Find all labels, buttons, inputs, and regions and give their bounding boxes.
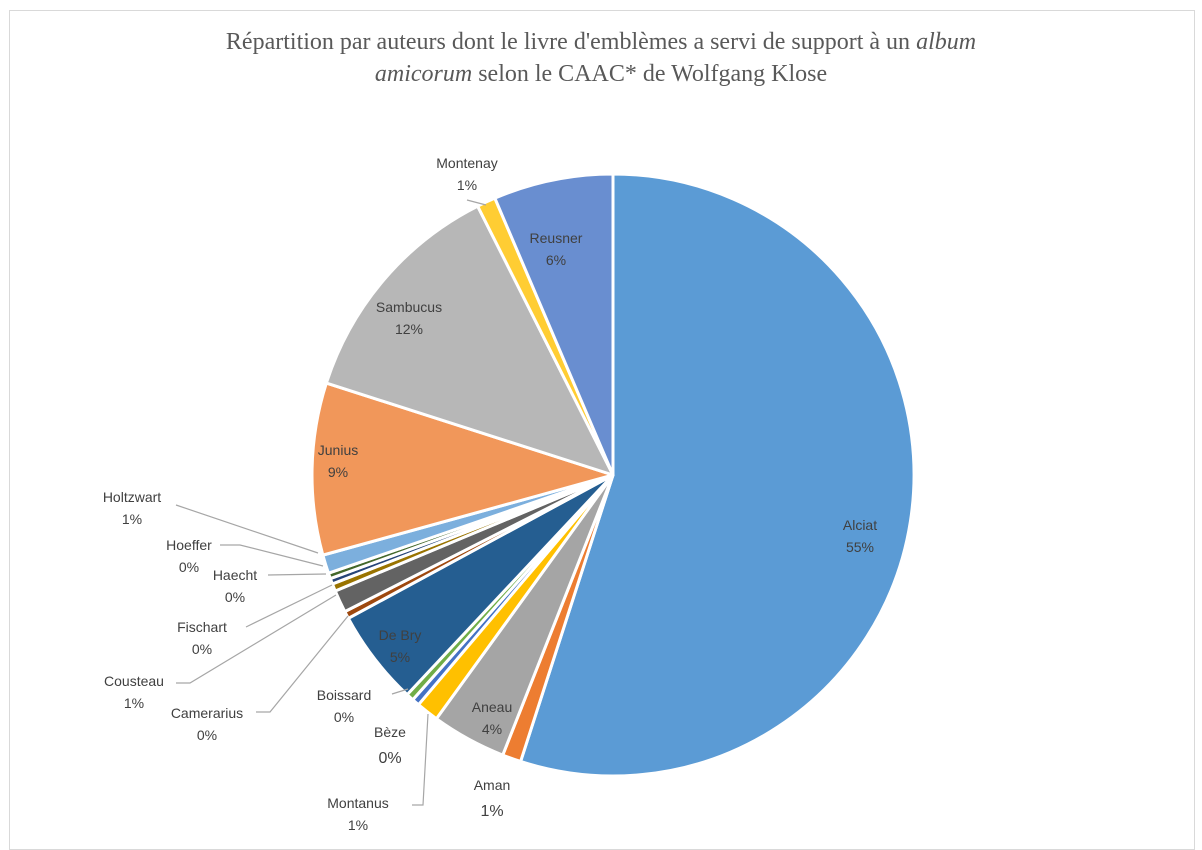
slice-label-de-bry: De Bry <box>379 627 422 643</box>
slice-label-sambucus: Sambucus <box>376 299 442 315</box>
pie-slices <box>310 172 916 778</box>
leader-lines <box>175 199 487 806</box>
leader-line-boissard <box>391 688 409 695</box>
slice-percent-cousteau: 1% <box>124 695 144 711</box>
leader-line-montenay <box>466 199 487 206</box>
slice-percent-alciat: 55% <box>846 539 874 555</box>
slice-label-camerarius: Camerarius <box>171 705 243 721</box>
slice-percent-sambucus: 12% <box>395 321 423 337</box>
leader-line-montanus <box>412 713 429 806</box>
slice-percent-beze: 0% <box>378 750 401 767</box>
slice-percent-aman: 1% <box>480 803 503 820</box>
slice-label-boissard: Boissard <box>317 687 371 703</box>
slice-label-cousteau: Cousteau <box>104 673 164 689</box>
leader-line-holtzwart <box>175 504 319 554</box>
pie-slice-reusner <box>493 172 615 477</box>
slice-percent-holtzwart: 1% <box>122 511 142 527</box>
chart-title: Répartition par auteurs dont le livre d'… <box>225 29 977 87</box>
slice-percent-hoeffer: 0% <box>179 559 199 575</box>
slice-percent-montenay: 1% <box>457 177 477 193</box>
slice-label-aneau: Aneau <box>472 699 512 715</box>
slice-label-montenay: Montenay <box>436 155 497 171</box>
slice-percent-aneau: 4% <box>482 721 502 737</box>
slice-label-aman: Aman <box>474 777 511 793</box>
pie-slice-sambucus <box>324 204 615 477</box>
slice-label-montanus: Montanus <box>327 795 388 811</box>
leader-line-fischart <box>245 584 333 628</box>
slice-percent-haecht: 0% <box>225 589 245 605</box>
leader-line-haecht <box>267 573 327 576</box>
leader-line-camerarius <box>256 615 349 713</box>
slice-percent-montanus: 1% <box>348 817 368 833</box>
slice-label-alciat: Alciat <box>843 517 877 533</box>
slice-percent-fischart: 0% <box>192 641 212 657</box>
leader-line-cousteau <box>176 594 337 684</box>
slice-labels: Alciat 55% Aman 1% Aneau 4% Montanus 1% Bèze 0% Bo… <box>103 155 877 833</box>
slice-percent-camerarius: 0% <box>197 727 217 743</box>
slice-label-haecht: Haecht <box>213 567 257 583</box>
slice-label-reusner: Reusner <box>530 230 583 246</box>
pie-slice-junius <box>310 381 615 557</box>
slice-label-beze: Bèze <box>374 724 406 740</box>
slice-percent-reusner: 6% <box>546 252 566 268</box>
slice-percent-boissard: 0% <box>334 709 354 725</box>
slice-label-fischart: Fischart <box>177 619 227 635</box>
slice-percent-de-bry: 5% <box>390 649 410 665</box>
slice-label-junius: Junius <box>318 442 358 458</box>
slice-percent-junius: 9% <box>328 464 348 480</box>
leader-line-hoeffer <box>220 544 324 567</box>
slice-label-hoeffer: Hoeffer <box>166 537 212 553</box>
slice-label-holtzwart: Holtzwart <box>103 489 161 505</box>
pie-slice-alciat <box>519 172 916 778</box>
